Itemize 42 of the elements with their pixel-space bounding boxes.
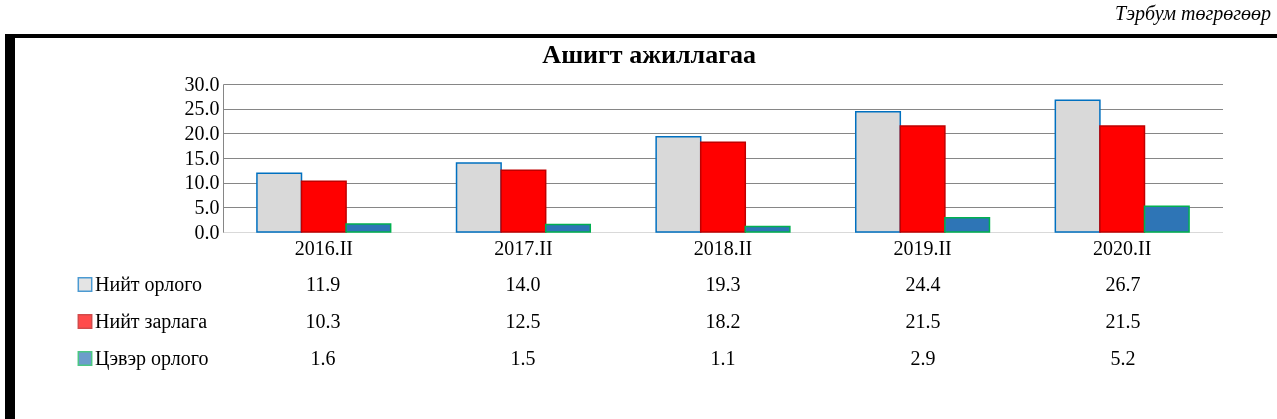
data-label: 21.5 [1105,309,1141,332]
bar [345,223,392,233]
data-label: 2.9 [910,346,936,369]
legend-label: Цэвэр орлого [95,346,209,370]
bar [1143,205,1190,233]
y-tick-label: 10.0 [184,171,220,194]
x-tick-label: 2018.II [693,236,753,259]
data-label: 21.5 [905,309,941,332]
data-label: 12.5 [505,309,541,332]
x-tick-label: 2017.II [494,236,553,259]
x-tick-label: 2016.II [294,236,353,259]
bar [300,180,347,233]
chart-title: Ашигт ажиллагаа [542,40,756,69]
legend-label: Нийт зарлага [95,309,208,333]
bar [744,225,791,233]
legend-label: Нийт орлого [95,272,203,296]
x-tick-label: 2019.II [893,236,952,259]
data-label: 11.9 [305,272,341,295]
text: Тэрбум төгрөгөөр [1115,2,1271,25]
data-label: 14.0 [505,272,541,295]
data-label: 18.2 [705,309,741,332]
y-tick-label: 25.0 [184,97,220,120]
y-tick-label: 0.0 [194,220,220,243]
y-tick-label: 15.0 [184,146,220,169]
y-tick-label: 5.0 [194,195,220,218]
data-label: 5.2 [1110,346,1136,369]
data-label: 1.6 [310,346,336,369]
bar [899,125,946,233]
y-tick-label: 20.0 [184,121,220,144]
bar [544,223,592,233]
data-label: 26.7 [1105,272,1141,295]
data-label: 10.3 [305,309,341,332]
bar [1099,125,1146,233]
data-label: 1.5 [510,346,536,369]
y-tick-label: 30.0 [184,72,220,95]
data-label: 19.3 [705,272,741,295]
x-tick-label: 2020.II [1093,236,1152,259]
data-label: 1.1 [710,346,736,369]
bar [699,141,747,233]
bar [500,169,547,233]
bar [944,216,991,233]
data-label: 24.4 [905,272,941,295]
